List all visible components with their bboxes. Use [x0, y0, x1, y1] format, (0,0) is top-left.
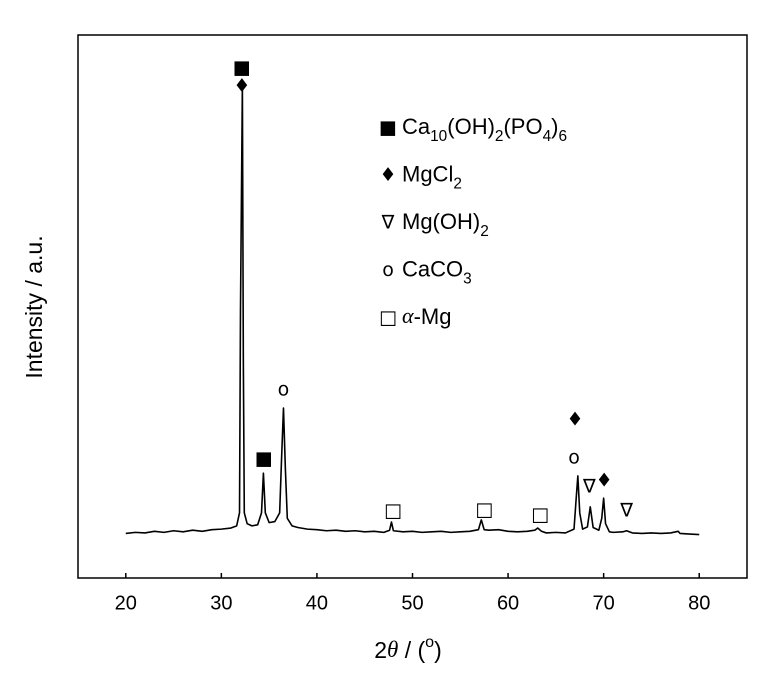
label-part: 3 — [463, 270, 472, 287]
legend-symbol: □ — [379, 307, 397, 329]
x-tick-label: 80 — [688, 592, 710, 614]
legend-label: Ca10(OH)2(PO4)6 — [402, 114, 567, 145]
label-part: ) — [434, 637, 442, 663]
peak-marker: ■ — [233, 57, 251, 79]
legend-symbol: ♦ — [379, 164, 396, 186]
peak-marker: □ — [384, 500, 402, 522]
peak-marker: o — [278, 379, 290, 401]
legend-label: MgCl2 — [402, 161, 462, 192]
label-part: (OH) — [447, 114, 495, 139]
label-part: 4 — [543, 128, 552, 145]
label-part: Mg(OH) — [402, 209, 480, 234]
peak-marker: ♦ — [233, 75, 250, 97]
label-part: 6 — [558, 128, 567, 145]
peak-marker: □ — [475, 499, 493, 521]
label-part: 2 — [480, 223, 489, 240]
peak-marker: ∇ — [582, 475, 596, 497]
data-line — [125, 84, 700, 536]
label-part: α — [402, 303, 414, 328]
x-tick-label: 60 — [497, 592, 519, 614]
peak-marker: ■ — [255, 448, 273, 470]
peak-marker: □ — [531, 504, 549, 526]
legend-label: α-Mg — [402, 303, 451, 329]
label-part: / ( — [398, 637, 425, 663]
legend-symbol: ■ — [379, 117, 397, 139]
x-tick-label: 50 — [401, 592, 423, 614]
peak-marker: ♦ — [596, 469, 613, 491]
x-axis-label: 2θ / (o) — [374, 633, 442, 663]
peak-marker: o — [568, 446, 580, 468]
label-part: Ca — [402, 114, 431, 139]
legend-symbol: ∇ — [381, 212, 395, 234]
x-tick-label: 30 — [210, 592, 232, 614]
peak-marker: ∇ — [619, 500, 633, 522]
label-part: 2 — [374, 637, 387, 663]
legend-label: CaCO3 — [402, 256, 472, 287]
y-axis-label: Intensity / a.u. — [21, 235, 47, 378]
label-part: -Mg — [414, 304, 452, 329]
label-part: 2 — [495, 128, 504, 145]
x-tick-label: 20 — [115, 592, 137, 614]
label-part: 10 — [430, 128, 447, 145]
legend-symbol: o — [382, 259, 394, 281]
x-tick-label: 40 — [306, 592, 328, 614]
label-part: (PO — [503, 114, 542, 139]
label-part: CaCO — [402, 256, 463, 281]
peak-marker: ♦ — [566, 408, 583, 430]
label-part: ) — [551, 114, 558, 139]
x-tick-label: 70 — [593, 592, 615, 614]
label-part: MgCl — [402, 161, 453, 186]
label-part: o — [425, 633, 434, 651]
legend-label: Mg(OH)2 — [402, 209, 489, 240]
label-part: θ — [387, 637, 398, 662]
label-part: 2 — [453, 175, 462, 192]
